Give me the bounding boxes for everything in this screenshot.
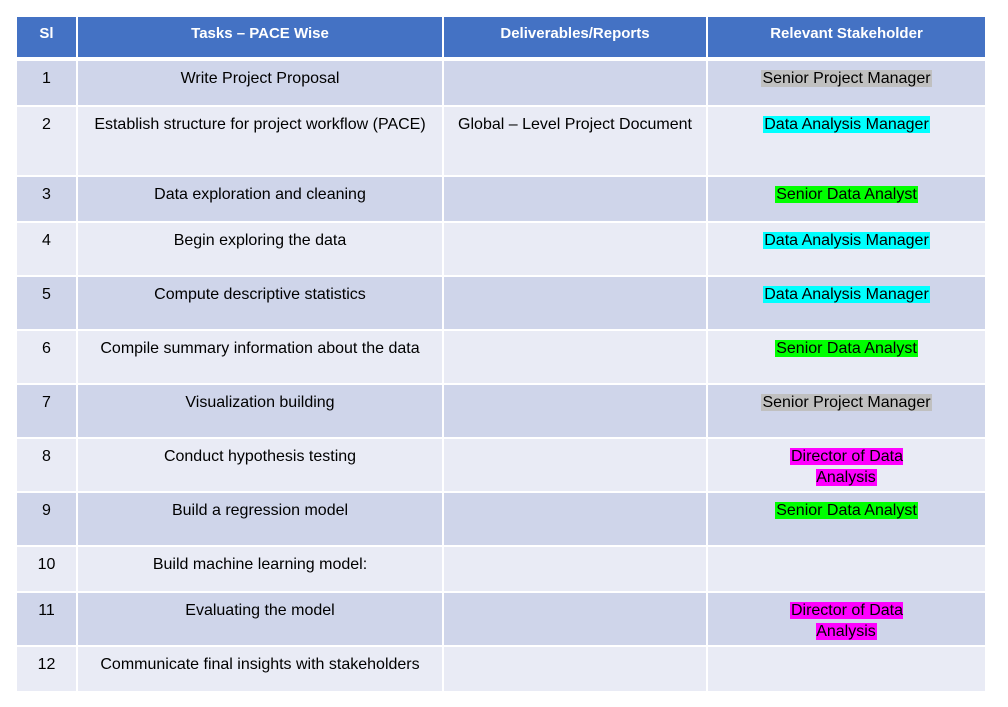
row-sl: 11 — [17, 593, 78, 647]
row-stakeholder — [708, 547, 985, 593]
stakeholder-highlight: Director of Data Analysis — [789, 602, 904, 640]
row-sl: 4 — [17, 223, 78, 277]
row-sl: 2 — [17, 107, 78, 177]
stakeholder-highlight: Data Analysis Manager — [763, 286, 930, 303]
row-task: Build a regression model — [78, 493, 444, 547]
table-row: 1 Write Project Proposal Senior Project Ma… — [17, 61, 985, 107]
row-deliverable — [444, 223, 708, 277]
row-sl: 7 — [17, 385, 78, 439]
row-stakeholder: Senior Project Manager — [708, 385, 985, 439]
row-deliverable — [444, 177, 708, 223]
header-deliverables: Deliverables/Reports — [444, 17, 708, 61]
row-sl: 6 — [17, 331, 78, 385]
row-task: Build machine learning model: — [78, 547, 444, 593]
row-deliverable — [444, 277, 708, 331]
row-deliverable: Global – Level Project Document — [444, 107, 708, 177]
table-row: 11 Evaluating the model Director of Data A… — [17, 593, 985, 647]
table-row: 7 Visualization building Senior Project Ma… — [17, 385, 985, 439]
row-stakeholder: Data Analysis Manager — [708, 107, 985, 177]
table-row: 4 Begin exploring the data Data Analysis M… — [17, 223, 985, 277]
row-stakeholder: Senior Project Manager — [708, 61, 985, 107]
row-task: Conduct hypothesis testing — [78, 439, 444, 493]
row-task: Compile summary information about the da… — [78, 331, 444, 385]
table-row: 12 Communicate final insights with stakeh… — [17, 647, 985, 693]
stakeholder-highlight: Senior Project Manager — [761, 70, 932, 87]
row-stakeholder: Director of Data Analysis — [708, 593, 985, 647]
table-row: 8 Conduct hypothesis testing Director of D… — [17, 439, 985, 493]
table-row: 3 Data exploration and cleaning Senior Dat… — [17, 177, 985, 223]
row-sl: 10 — [17, 547, 78, 593]
header-row: Sl Tasks – PACE Wise Deliverables/Report… — [17, 17, 985, 61]
row-stakeholder: Data Analysis Manager — [708, 277, 985, 331]
row-task: Evaluating the model — [78, 593, 444, 647]
stakeholder-highlight: Director of Data Analysis — [789, 448, 904, 486]
row-task: Compute descriptive statistics — [78, 277, 444, 331]
header-sl: Sl — [17, 17, 78, 61]
row-deliverable — [444, 61, 708, 107]
header-stakeholder: Relevant Stakeholder — [708, 17, 985, 61]
stakeholder-highlight: Data Analysis Manager — [763, 232, 930, 249]
row-task: Communicate final insights with stakehol… — [78, 647, 444, 693]
row-sl: 9 — [17, 493, 78, 547]
row-stakeholder: Senior Data Analyst — [708, 331, 985, 385]
stakeholder-highlight: Data Analysis Manager — [763, 116, 930, 133]
row-stakeholder: Senior Data Analyst — [708, 177, 985, 223]
row-task: Visualization building — [78, 385, 444, 439]
row-task: Begin exploring the data — [78, 223, 444, 277]
row-stakeholder: Data Analysis Manager — [708, 223, 985, 277]
row-deliverable — [444, 547, 708, 593]
row-deliverable — [444, 331, 708, 385]
row-deliverable — [444, 385, 708, 439]
stakeholder-highlight: Senior Data Analyst — [775, 186, 918, 203]
row-deliverable — [444, 593, 708, 647]
table-row: 5 Compute descriptive statistics Data Anal… — [17, 277, 985, 331]
row-sl: 5 — [17, 277, 78, 331]
row-deliverable — [444, 493, 708, 547]
header-tasks: Tasks – PACE Wise — [78, 17, 444, 61]
row-stakeholder — [708, 647, 985, 693]
pace-task-table: Sl Tasks – PACE Wise Deliverables/Report… — [17, 17, 985, 693]
row-task: Establish structure for project workflow… — [78, 107, 444, 177]
row-sl: 3 — [17, 177, 78, 223]
row-task: Write Project Proposal — [78, 61, 444, 107]
table-row: 2 Establish structure for project workflo… — [17, 107, 985, 177]
row-stakeholder: Senior Data Analyst — [708, 493, 985, 547]
row-deliverable — [444, 439, 708, 493]
table-row: 10 Build machine learning model: — [17, 547, 985, 593]
table-row: 9 Build a regression model Senior Data Ana… — [17, 493, 985, 547]
row-task: Data exploration and cleaning — [78, 177, 444, 223]
row-sl: 8 — [17, 439, 78, 493]
stakeholder-highlight: Senior Data Analyst — [775, 340, 918, 357]
stakeholder-highlight: Senior Data Analyst — [775, 502, 918, 519]
row-deliverable — [444, 647, 708, 693]
table-row: 6 Compile summary information about the d… — [17, 331, 985, 385]
row-sl: 12 — [17, 647, 78, 693]
row-sl: 1 — [17, 61, 78, 107]
stakeholder-highlight: Senior Project Manager — [761, 394, 932, 411]
row-stakeholder: Director of Data Analysis — [708, 439, 985, 493]
